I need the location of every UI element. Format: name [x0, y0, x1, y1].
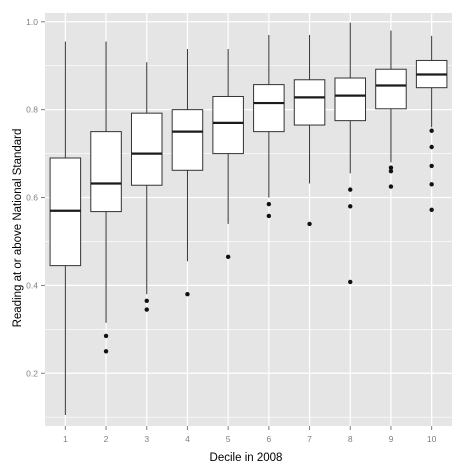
outlier-point [348, 187, 353, 192]
y-tick-label: 1.0 [26, 17, 38, 27]
outlier-point [103, 333, 109, 339]
y-axis-ticks: 0.2 0.4 0.6 0.8 1.0 [26, 17, 45, 378]
box-decile-8 [334, 22, 367, 285]
y-tick-label: 0.2 [26, 368, 38, 378]
outlier-point [266, 201, 272, 207]
box-iqr [130, 112, 163, 186]
box-layer [49, 22, 448, 416]
x-axis-title: Decile in 2008 [210, 452, 283, 464]
outlier-point [429, 182, 434, 187]
outlier-point [225, 254, 231, 260]
y-axis-title: Reading at or above National Standard [12, 129, 24, 328]
x-tick-label: 2 [104, 434, 109, 444]
y-tick-label: 0.8 [26, 105, 38, 115]
box-decile-4 [171, 49, 204, 297]
box-decile-2 [90, 41, 122, 354]
outlier-point [144, 307, 149, 312]
outlier-point [144, 298, 149, 303]
x-tick-label: 4 [185, 434, 190, 444]
box-iqr [212, 95, 244, 155]
y-tick-label: 0.6 [26, 193, 38, 203]
box-decile-6 [253, 34, 285, 219]
outlier-point [429, 128, 434, 133]
box-decile-7 [293, 34, 326, 227]
box-decile-5 [212, 49, 244, 260]
outlier-point [185, 291, 190, 297]
outlier-point [348, 204, 353, 209]
outlier-point [429, 207, 434, 213]
outlier-point [266, 213, 272, 219]
x-tick-label: 10 [427, 434, 437, 444]
outlier-point [348, 279, 353, 285]
outlier-point [388, 168, 394, 174]
x-axis-ticks: 1 2 3 4 5 6 7 8 9 10 [63, 426, 437, 444]
outlier-point [429, 144, 434, 150]
box-decile-9 [375, 30, 407, 189]
x-tick-label: 9 [389, 434, 394, 444]
box-iqr [293, 79, 326, 126]
box-decile-1 [49, 41, 82, 416]
x-tick-label: 1 [63, 434, 68, 444]
outlier-point [388, 184, 394, 189]
outlier-point [103, 349, 109, 354]
box-iqr [171, 109, 204, 171]
box-decile-3 [130, 62, 163, 312]
x-tick-label: 7 [307, 434, 312, 444]
y-tick-label: 0.4 [26, 280, 38, 290]
x-tick-label: 8 [348, 434, 353, 444]
x-tick-label: 5 [226, 434, 231, 444]
x-tick-label: 3 [144, 434, 149, 444]
outlier-point [307, 221, 312, 227]
box-iqr [334, 77, 367, 122]
box-decile-10 [415, 35, 448, 213]
box-iqr [90, 131, 122, 213]
x-tick-label: 6 [266, 434, 271, 444]
box-iqr [253, 84, 285, 133]
outlier-point [429, 163, 434, 169]
outlier-point [388, 165, 394, 170]
box-iqr [375, 68, 407, 110]
